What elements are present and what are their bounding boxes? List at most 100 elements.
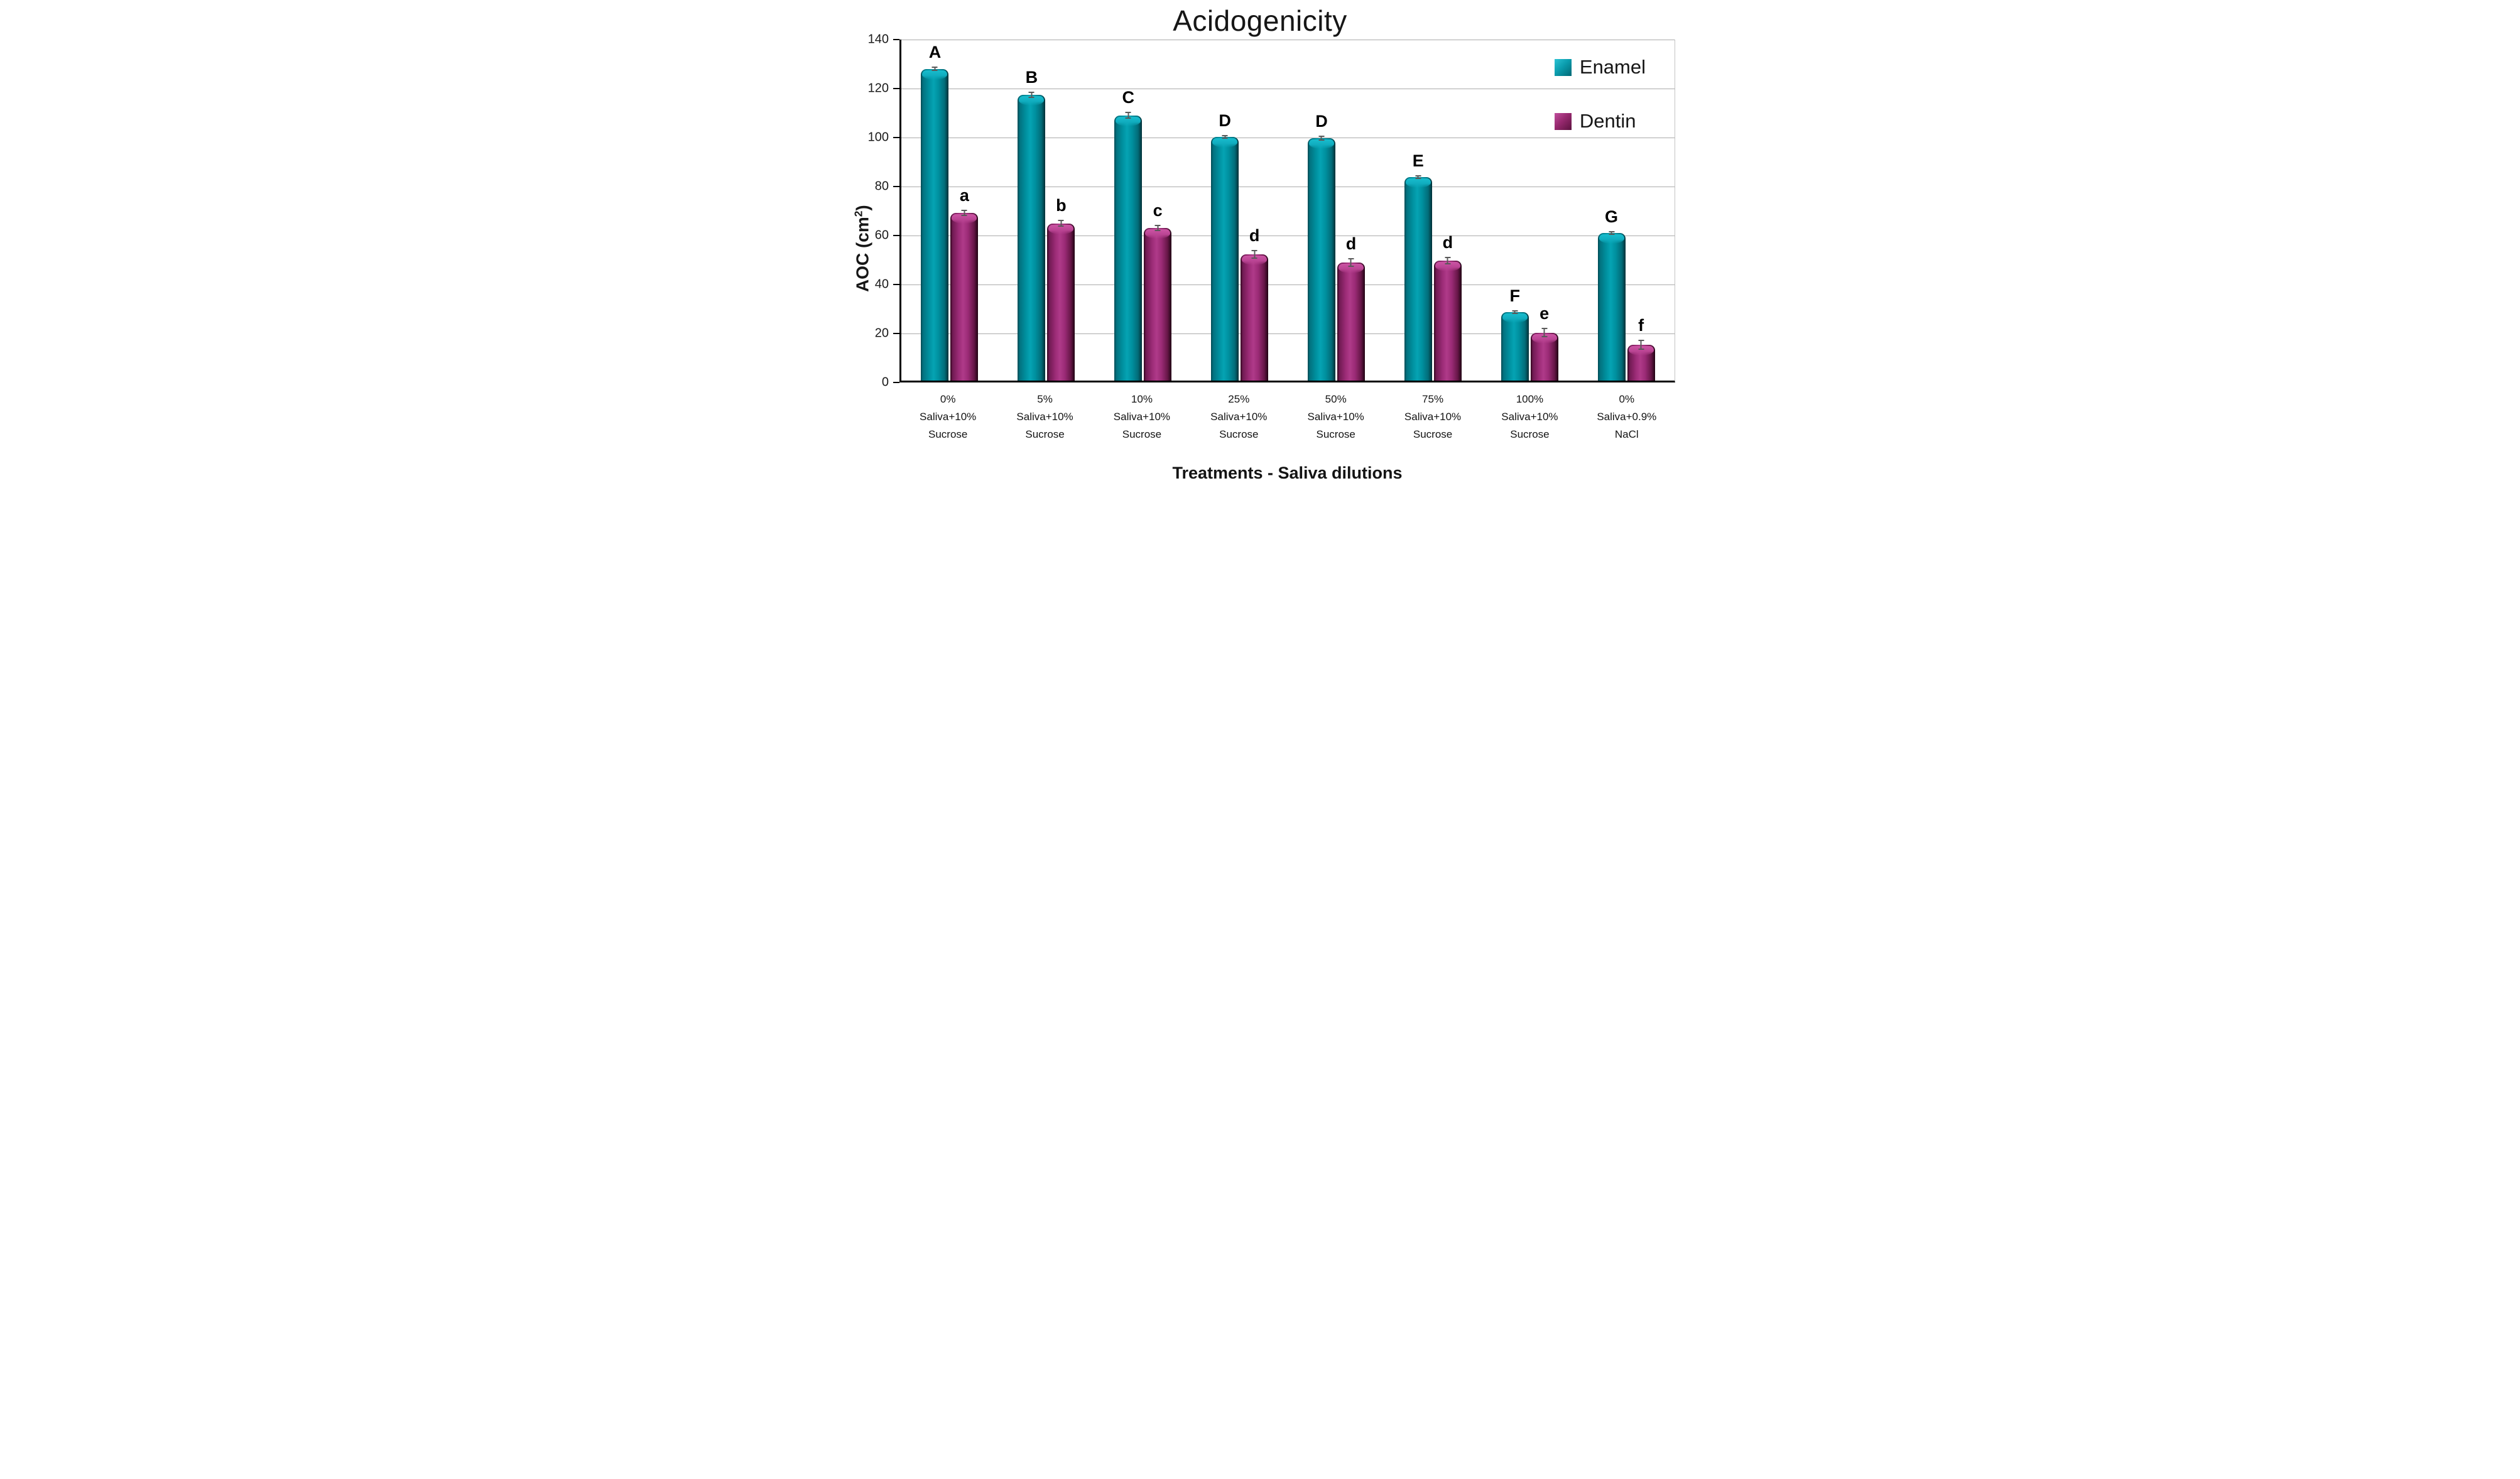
sig-letter: b (1056, 195, 1067, 215)
sig-letter: a (959, 186, 969, 205)
bar-dentin (1433, 260, 1462, 381)
y-axis-tick (893, 284, 899, 285)
bar-enamel (1501, 312, 1529, 381)
sig-letter: e (1540, 303, 1550, 323)
error-bar (1541, 327, 1548, 338)
sig-letter: d (1345, 234, 1357, 253)
bar-wrap-enamel: D (1307, 113, 1335, 381)
x-tick-label: 5% Saliva+10% Sucrose (1016, 393, 1073, 441)
error-bar (1251, 250, 1257, 259)
x-tick-label: 75% Saliva+10% Sucrose (1404, 393, 1462, 441)
gridline (901, 284, 1675, 285)
legend-label: Enamel (1579, 56, 1646, 78)
y-axis-title-text: AOC (cm (852, 217, 872, 293)
bar-enamel (1114, 115, 1143, 381)
sig-letter: B (1025, 68, 1038, 87)
error-bar (1609, 231, 1615, 236)
bar-enamel (1211, 136, 1239, 381)
bar-wrap-dentin: b (1047, 197, 1075, 381)
enamel-swatch-icon (1554, 58, 1572, 76)
legend-label: Dentin (1579, 110, 1636, 132)
bar-dentin (1047, 223, 1075, 381)
bar-enamel (921, 68, 949, 381)
x-axis-labels: 0% Saliva+10% Sucrose 5% Saliva+10% Sucro… (899, 391, 1675, 443)
y-tick-label: 100 (867, 130, 889, 144)
error-bar (1058, 219, 1064, 227)
bar-dentin (1530, 332, 1558, 381)
y-tick-label: 0 (881, 375, 889, 389)
error-bar (961, 210, 967, 216)
y-axis-tick (893, 88, 899, 89)
y-axis-tick (893, 39, 899, 40)
bar-wrap-enamel: E (1404, 153, 1432, 381)
bar-enamel (1597, 233, 1626, 381)
y-axis-title-sup: 2 (852, 210, 865, 217)
sig-letter: c (1153, 200, 1163, 220)
error-bar (1222, 134, 1228, 139)
sig-letter: G (1605, 207, 1619, 227)
x-tick-label: 100% Saliva+10% Sucrose (1501, 393, 1558, 441)
bar-wrap-dentin: d (1433, 234, 1462, 381)
bar-wrap-dentin: f (1627, 317, 1655, 381)
bar-dentin (950, 212, 979, 381)
y-tick-label: 40 (874, 277, 889, 291)
y-tick-label: 140 (867, 32, 889, 46)
legend-item-enamel: Enamel (1554, 56, 1646, 79)
bar-wrap-enamel: G (1597, 209, 1626, 381)
bar-dentin (1627, 345, 1655, 381)
error-bar (1415, 175, 1421, 180)
x-axis-title: Treatments - Saliva dilutions (1172, 463, 1403, 482)
bar-wrap-dentin: d (1241, 227, 1269, 381)
sig-letter: d (1442, 233, 1453, 252)
sig-letter: C (1122, 87, 1134, 107)
bar-wrap-enamel: A (921, 43, 949, 381)
error-bar (1348, 257, 1354, 267)
error-bar (1318, 136, 1325, 141)
error-bar (931, 66, 938, 72)
dentin-swatch-icon (1554, 112, 1572, 130)
bar-wrap-dentin: e (1530, 305, 1558, 381)
error-bar (1125, 111, 1131, 119)
y-axis-tick (893, 382, 899, 383)
bar-wrap-dentin: a (950, 187, 979, 381)
bar-wrap-enamel: F (1501, 287, 1529, 381)
sig-letter: A (928, 42, 942, 62)
y-axis-tick (893, 137, 899, 138)
bar-wrap-enamel: C (1114, 89, 1143, 381)
bar-dentin (1337, 262, 1365, 381)
bar-wrap-enamel: B (1018, 69, 1046, 381)
y-tick-label: 80 (874, 179, 889, 193)
sig-letter: E (1412, 151, 1424, 171)
y-axis-tick (893, 333, 899, 334)
x-tick-label: 25% Saliva+10% Sucrose (1210, 393, 1268, 441)
bar-wrap-dentin: d (1337, 235, 1365, 381)
error-bar (1445, 257, 1451, 264)
gridline (901, 333, 1675, 334)
x-tick-label: 50% Saliva+10% Sucrose (1307, 393, 1364, 441)
bar-wrap-enamel: D (1211, 112, 1239, 381)
error-bar (1028, 92, 1035, 98)
legend-item-dentin: Dentin (1554, 110, 1646, 133)
bar-enamel (1307, 138, 1335, 381)
bar-wrap-dentin: c (1144, 202, 1172, 381)
legend: Enamel Dentin (1554, 56, 1646, 133)
bar-dentin (1241, 254, 1269, 381)
y-tick-label: 120 (867, 81, 889, 95)
sig-letter: D (1219, 111, 1231, 130)
y-tick-label: 60 (874, 228, 889, 242)
chart-title: Acidogenicity (1173, 4, 1347, 37)
y-axis-title-close: ) (852, 205, 872, 211)
bar-enamel (1404, 177, 1432, 381)
y-axis-tick (893, 235, 899, 236)
error-bar (1512, 310, 1518, 314)
x-tick-label: 0% Saliva+10% Sucrose (920, 393, 977, 441)
